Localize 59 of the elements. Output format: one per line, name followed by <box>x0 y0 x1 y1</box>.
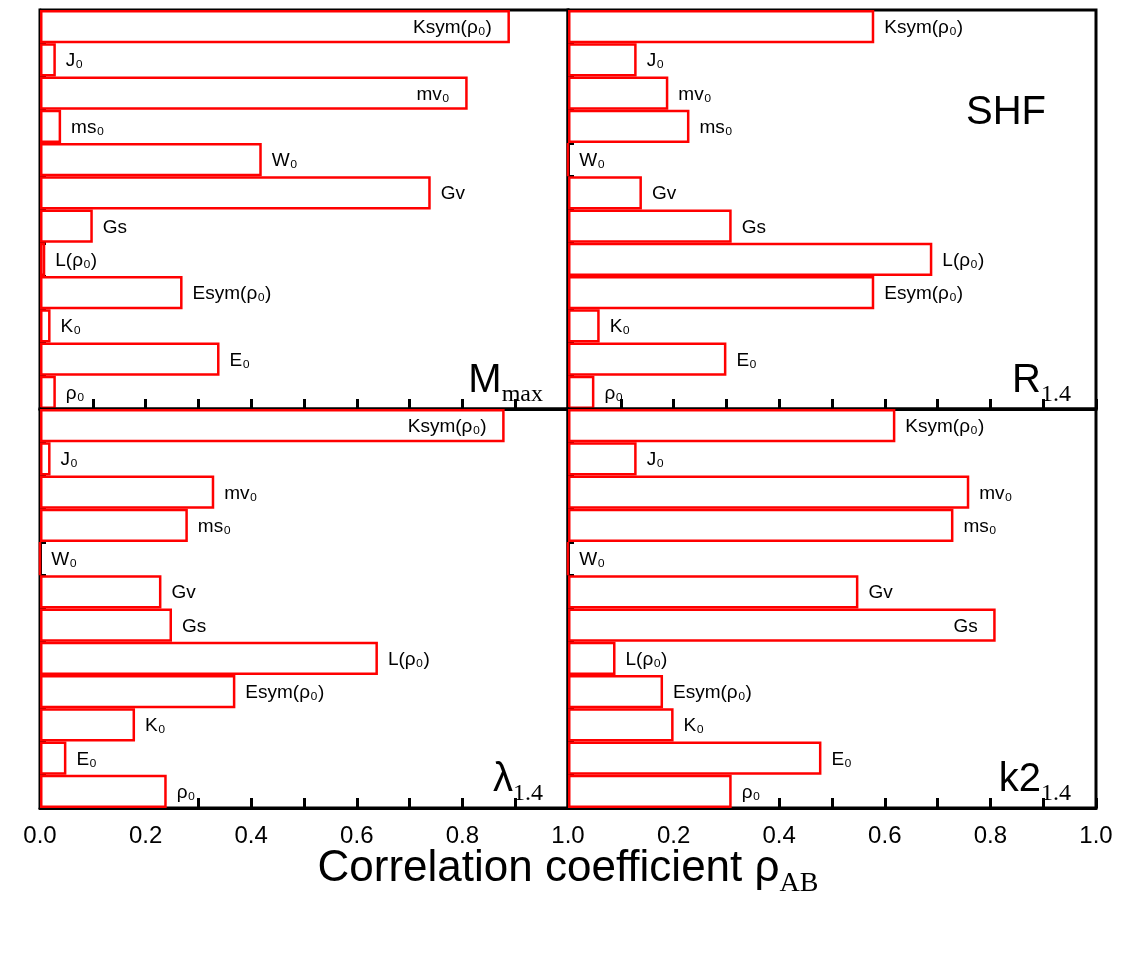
category-label: J₀ <box>646 448 665 470</box>
category-label: K₀ <box>609 315 631 337</box>
category-label: L(ρ₀) <box>387 647 430 669</box>
category-label: W₀ <box>579 149 606 171</box>
x-tick-label: 1.0 <box>551 820 585 848</box>
category-label: Gs <box>182 614 207 636</box>
category-label: Gs <box>953 614 978 636</box>
category-label: Gv <box>440 182 465 204</box>
category-label: mv₀ <box>678 82 712 104</box>
category-label: L(ρ₀) <box>55 248 98 270</box>
category-label: K₀ <box>683 714 705 736</box>
category-label: W₀ <box>271 149 298 171</box>
x-tick-label: 0.4 <box>234 820 268 848</box>
x-tick-label: 0.2 <box>656 820 691 848</box>
category-label: K₀ <box>145 714 166 736</box>
category-label: ms₀ <box>71 115 105 137</box>
category-label: Esym(ρ₀) <box>192 282 272 304</box>
category-label: L(ρ₀) <box>942 248 985 270</box>
category-label: W₀ <box>51 548 78 570</box>
category-label: ms₀ <box>197 514 232 536</box>
x-tick-label: 0.8 <box>445 820 480 848</box>
category-label: ρ₀ <box>741 780 761 802</box>
category-label: ρ₀ <box>65 381 85 403</box>
category-label: ms₀ <box>699 115 733 137</box>
category-label: ρ₀ <box>176 780 196 802</box>
category-label: Gv <box>651 182 677 204</box>
annotation: SHF <box>966 88 1046 132</box>
category-label: Esym(ρ₀) <box>673 681 752 703</box>
x-tick-label: 1.0 <box>1079 820 1113 848</box>
category-label: E₀ <box>831 747 852 769</box>
category-label: mv₀ <box>416 82 450 104</box>
x-tick-label: 0.8 <box>973 820 1008 848</box>
category-label: J₀ <box>65 49 84 71</box>
category-label: L(ρ₀) <box>625 647 668 669</box>
x-tick-label: 0.0 <box>23 820 57 848</box>
category-label: J₀ <box>646 49 665 71</box>
category-label: Ksym(ρ₀) <box>884 16 964 38</box>
category-label: J₀ <box>60 448 78 470</box>
category-label: W₀ <box>579 548 606 570</box>
category-label: Ksym(ρ₀) <box>413 16 492 38</box>
category-label: Esym(ρ₀) <box>245 681 325 703</box>
category-label: mv₀ <box>224 481 258 503</box>
category-label: Gs <box>741 215 766 237</box>
category-label: Gs <box>102 215 128 237</box>
x-tick-label: 0.4 <box>762 820 796 848</box>
category-label: Esym(ρ₀) <box>884 282 964 304</box>
x-tick-label: 0.6 <box>868 820 902 848</box>
category-label: mv₀ <box>979 481 1013 503</box>
x-tick-label: 0.6 <box>340 820 374 848</box>
category-label: ms₀ <box>963 514 997 536</box>
category-label: Ksym(ρ₀) <box>407 415 487 437</box>
category-label: K₀ <box>60 315 82 337</box>
category-label: Gv <box>171 581 196 603</box>
category-label: E₀ <box>229 348 251 370</box>
category-label: E₀ <box>736 348 757 370</box>
category-label: E₀ <box>76 747 97 769</box>
category-label: Gv <box>868 581 893 603</box>
x-tick-label: 0.2 <box>128 820 163 848</box>
category-label: Ksym(ρ₀) <box>905 415 985 437</box>
